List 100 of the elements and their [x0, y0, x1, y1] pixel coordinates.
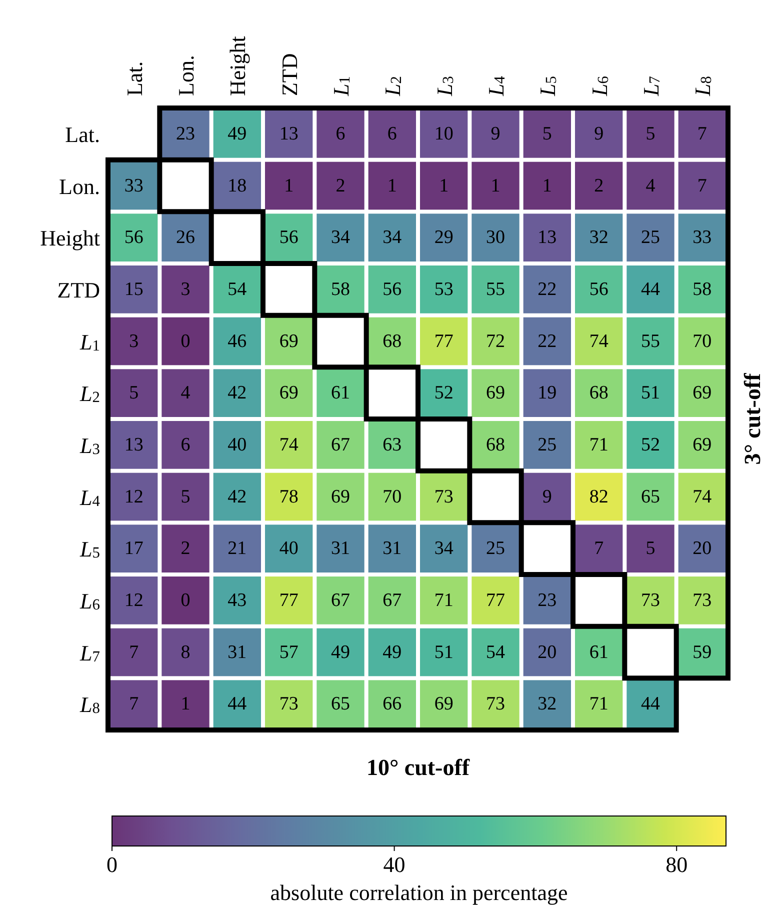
data-label: 82	[589, 486, 608, 508]
color-bar-title: absolute correlation in percentage	[270, 880, 568, 905]
data-label: 9	[542, 486, 552, 508]
data-label: 1	[439, 175, 449, 196]
data-label: 32	[538, 694, 557, 715]
data-label: 13	[538, 227, 557, 248]
data-label: 67	[331, 590, 350, 611]
data-label: 73	[641, 590, 660, 611]
data-label: 44	[641, 278, 660, 300]
data-label: 65	[641, 486, 660, 508]
data-label: 69	[279, 382, 298, 404]
data-label: 22	[538, 330, 557, 352]
data-label: 8	[180, 642, 190, 663]
data-label: 15	[124, 278, 144, 300]
data-label: 7	[129, 642, 139, 663]
data-label: 68	[486, 434, 505, 456]
data-label: 5	[646, 123, 656, 144]
data-label: 18	[228, 175, 247, 196]
data-label: 66	[382, 694, 402, 715]
data-label: 52	[641, 434, 660, 456]
x-axis-title: 10° cut-off	[366, 755, 470, 780]
color-bar-label: 80	[666, 852, 688, 877]
data-label: 69	[279, 330, 298, 352]
data-label: 56	[279, 227, 298, 248]
data-label: 1	[490, 175, 500, 196]
data-label: 5	[646, 538, 656, 560]
data-label: 74	[279, 434, 299, 456]
y-tick-label: L$_{3}$	[79, 432, 100, 458]
data-label: 5	[129, 382, 139, 404]
data-label: 40	[279, 538, 298, 560]
data-label: 33	[692, 227, 712, 248]
data-label: 19	[538, 382, 557, 404]
data-label: 0	[180, 330, 190, 352]
data-label: 71	[589, 694, 608, 715]
data-label: 40	[228, 434, 247, 456]
data-label: 7	[129, 694, 139, 715]
data-label: 49	[228, 123, 247, 144]
data-label: 13	[279, 123, 298, 144]
data-label: 49	[382, 642, 402, 663]
data-label: 32	[589, 227, 608, 248]
data-label: 69	[331, 486, 350, 508]
data-label: 12	[124, 590, 144, 611]
data-label: 29	[434, 227, 454, 248]
data-label: 20	[692, 538, 712, 560]
data-label: 70	[382, 486, 402, 508]
data-label: 58	[692, 278, 712, 300]
color-bar-label: 40	[383, 852, 406, 877]
data-label: 58	[331, 278, 350, 300]
data-label: 21	[228, 538, 247, 560]
x-tick-label: Lon.	[173, 55, 198, 96]
data-label: 2	[180, 538, 190, 560]
data-label: 31	[382, 538, 402, 560]
y-tick-label: L$_{5}$	[79, 536, 100, 562]
data-label: 44	[228, 694, 248, 715]
x-tick-label: ZTD	[276, 53, 302, 96]
data-label: 56	[124, 227, 144, 248]
data-label: 7	[594, 538, 604, 560]
data-label: 23	[176, 123, 195, 144]
data-label: 69	[692, 434, 712, 456]
data-label: 4	[180, 382, 191, 404]
data-label: 77	[279, 590, 298, 611]
data-label: 2	[336, 175, 346, 196]
data-label: 31	[228, 642, 247, 663]
data-label: 25	[486, 538, 505, 560]
data-label: 34	[434, 538, 454, 560]
data-label: 13	[124, 434, 144, 456]
data-label: 1	[180, 694, 190, 715]
data-label: 57	[279, 642, 298, 663]
y-tick-label: ZTD	[57, 276, 100, 302]
data-label: 72	[486, 330, 505, 352]
data-label: 68	[589, 382, 608, 404]
data-label: 9	[490, 123, 500, 144]
data-label: 71	[589, 434, 608, 456]
data-label: 23	[538, 590, 557, 611]
data-label: 9	[594, 123, 604, 144]
y-tick-label: L$_{8}$	[79, 692, 100, 718]
y-tick-label: L$_{6}$	[79, 588, 100, 614]
data-label: 22	[538, 278, 557, 300]
data-label: 54	[486, 642, 506, 663]
data-label: 51	[434, 642, 454, 663]
data-label: 71	[434, 590, 454, 611]
data-label: 34	[382, 227, 402, 248]
data-label: 73	[434, 486, 454, 508]
data-label: 12	[124, 486, 144, 508]
data-label: 42	[228, 382, 247, 404]
y-tick-label: L$_{4}$	[79, 484, 100, 510]
data-label: 25	[538, 434, 557, 456]
data-label: 56	[382, 278, 402, 300]
data-label: 33	[124, 175, 144, 196]
data-label: 61	[589, 642, 608, 663]
data-label: 44	[641, 694, 660, 715]
data-label: 42	[228, 486, 247, 508]
x-tick-label: Height	[224, 36, 250, 96]
data-label: 5	[180, 486, 190, 508]
data-label: 73	[279, 694, 298, 715]
data-label: 31	[331, 538, 350, 560]
data-label: 10	[434, 123, 454, 144]
y-tick-label: L$_{7}$	[79, 640, 100, 666]
data-label: 7	[697, 175, 707, 196]
data-label: 30	[486, 227, 505, 248]
